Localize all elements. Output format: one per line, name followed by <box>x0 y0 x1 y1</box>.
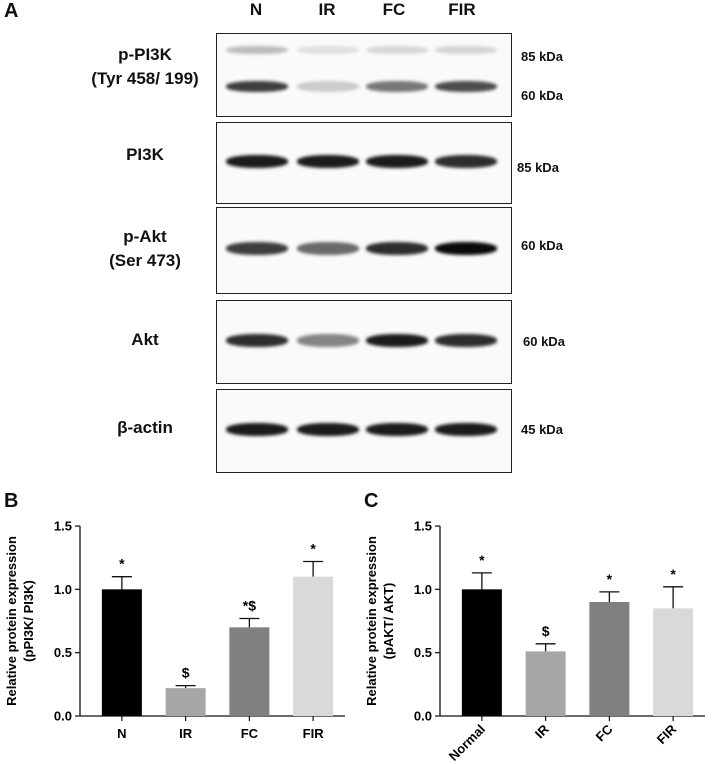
blot-band <box>297 154 359 168</box>
blot-band <box>366 242 428 255</box>
blot-label-beta-actin: β-actin <box>70 416 220 440</box>
bar <box>653 608 694 716</box>
blot-pi3k <box>216 122 512 204</box>
panel-b-letter: B <box>4 490 19 512</box>
significance-marker: $ <box>182 665 190 681</box>
blot-band <box>297 422 359 436</box>
blot-label-line: β-actin <box>117 418 173 437</box>
bar <box>293 576 334 716</box>
blot-p-pi3k <box>216 33 512 117</box>
bar <box>461 589 502 716</box>
significance-marker: $ <box>542 623 550 639</box>
x-tick-label: IR <box>532 721 552 741</box>
blot-band <box>435 333 497 347</box>
blot-label-p-akt: p-Akt (Ser 473) <box>70 225 220 273</box>
blot-band <box>226 154 288 168</box>
lane-label-n: N <box>249 0 263 19</box>
kda-marker: 60 kDa <box>521 238 563 253</box>
x-tick-label: N <box>117 726 126 741</box>
bar <box>165 688 206 716</box>
blot-band <box>435 242 497 255</box>
blot-band <box>435 46 497 54</box>
blot-label-p-pi3k: p-PI3K (Tyr 458/ 199) <box>70 43 220 91</box>
blot-band <box>297 46 359 54</box>
panel-a-letter: A <box>4 0 19 22</box>
y-tick-label: 1.5 <box>414 519 432 534</box>
blot-band <box>435 154 497 168</box>
blot-label-line: (Tyr 458/ 199) <box>91 69 199 88</box>
blot-label-line: p-Akt <box>123 227 167 246</box>
significance-marker: * <box>479 552 485 568</box>
y-axis-label-line: (pPI3K/ PI3K) <box>21 580 36 662</box>
lane-label-fc: FC <box>382 0 406 19</box>
y-tick-label: 1.0 <box>54 582 72 597</box>
blot-beta-actin <box>216 389 512 473</box>
blot-band <box>366 154 428 168</box>
blot-band <box>226 80 288 92</box>
y-axis-label-line: Relative protein expression <box>4 536 19 706</box>
blot-label-line: p-PI3K <box>118 45 172 64</box>
y-tick-label: 0.0 <box>414 709 432 724</box>
y-tick-label: 1.0 <box>414 582 432 597</box>
bar <box>229 627 270 716</box>
lane-label-fir: FIR <box>448 0 476 19</box>
blot-band <box>297 80 359 92</box>
y-axis-label-line: (pAKT/ AKT) <box>381 583 396 660</box>
blot-band <box>297 242 359 255</box>
blot-band <box>226 422 288 436</box>
x-tick-label: FC <box>593 721 616 744</box>
y-axis-label-line: Relative protein expression <box>364 536 379 706</box>
significance-marker: * <box>607 571 613 587</box>
blot-band <box>226 46 288 54</box>
kda-marker: 85 kDa <box>521 49 563 64</box>
blot-band <box>435 422 497 436</box>
bar <box>101 589 142 716</box>
significance-marker: *$ <box>243 597 256 613</box>
significance-marker: * <box>670 566 676 582</box>
y-tick-label: 0.0 <box>54 709 72 724</box>
kda-marker: 45 kDa <box>521 422 563 437</box>
blot-band <box>366 333 428 347</box>
y-axis-label: Relative protein expression (pAKT/ AKT) <box>364 536 396 706</box>
lane-label-ir: IR <box>318 0 336 19</box>
chart-b: Relative protein expression (pPI3K/ PI3K)… <box>4 519 345 741</box>
blot-band <box>226 333 288 347</box>
y-axis-label: Relative protein expression (pPI3K/ PI3K) <box>4 536 36 706</box>
blot-band <box>297 333 359 347</box>
x-tick-label: FC <box>241 726 259 741</box>
panel-c-letter: C <box>364 490 379 512</box>
chart-c: Relative protein expression (pAKT/ AKT) 0.… <box>364 519 705 764</box>
x-tick-label: FIR <box>654 721 680 747</box>
kda-marker: 60 kDa <box>523 334 565 349</box>
x-tick-label: FIR <box>303 726 325 741</box>
bar <box>589 602 630 716</box>
significance-marker: * <box>119 556 125 572</box>
significance-marker: * <box>310 540 316 556</box>
blot-label-line: Akt <box>131 330 159 349</box>
y-tick-label: 0.5 <box>414 645 432 660</box>
blot-label-pi3k: PI3K <box>70 143 220 167</box>
blot-band <box>226 242 288 255</box>
y-tick-label: 1.5 <box>54 519 72 534</box>
blot-band <box>366 422 428 436</box>
bar <box>525 651 566 716</box>
blot-p-akt <box>216 207 512 294</box>
x-tick-label: IR <box>179 726 193 741</box>
kda-marker: 85 kDa <box>517 160 559 175</box>
y-tick-label: 0.5 <box>54 645 72 660</box>
blot-label-line: PI3K <box>126 145 164 164</box>
blot-label-akt: Akt <box>70 328 220 352</box>
blot-akt <box>216 300 512 384</box>
kda-marker: 60 kDa <box>521 88 563 103</box>
blot-band <box>435 80 497 92</box>
blot-band <box>366 46 428 54</box>
blot-label-line: (Ser 473) <box>109 251 181 270</box>
x-tick-label: Normal <box>446 722 488 764</box>
blot-band <box>366 80 428 92</box>
